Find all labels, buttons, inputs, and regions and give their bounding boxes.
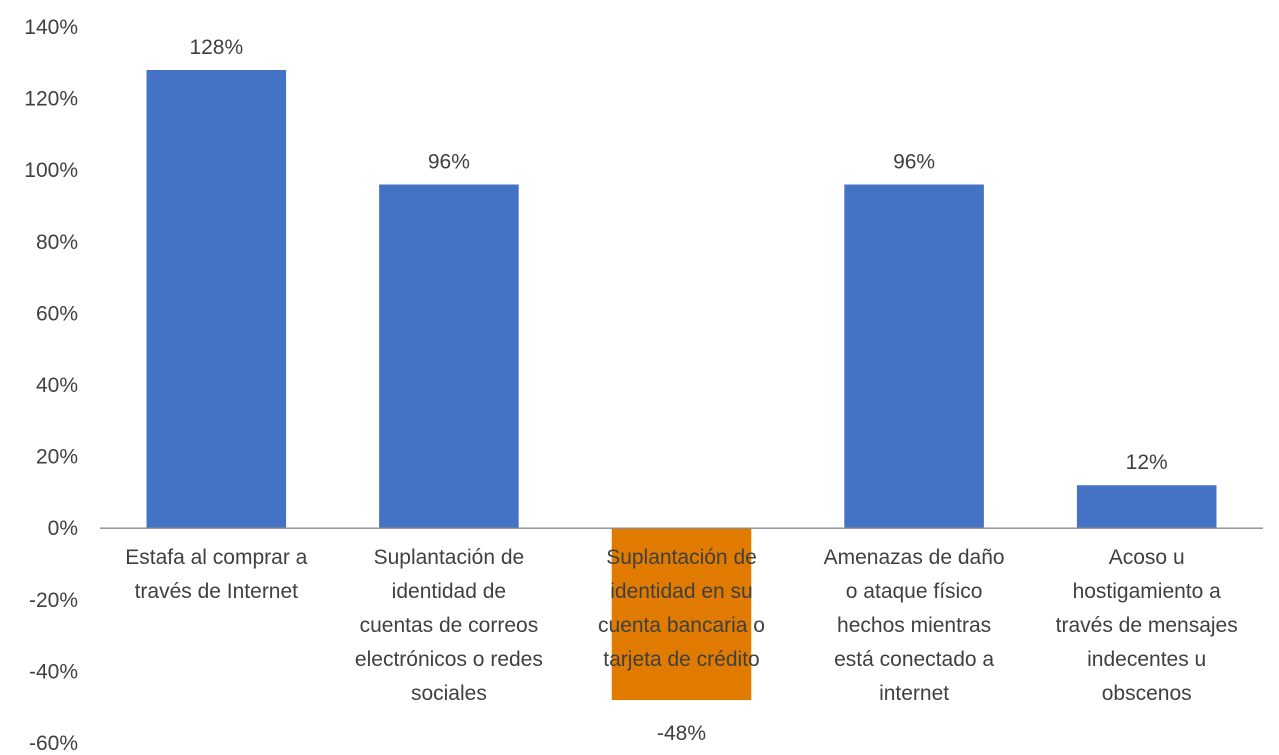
y-tick-label: 100% (24, 159, 78, 182)
category-label-line: través de Internet (135, 580, 299, 603)
category-label-line: internet (879, 682, 949, 705)
category-label-line: obscenos (1102, 682, 1192, 705)
category-label-line: Amenazas de daño (824, 546, 1005, 569)
y-tick-label: 120% (24, 88, 78, 111)
category-label-line: o ataque físico (846, 580, 983, 603)
category-label-line: sociales (411, 682, 487, 705)
category-label-line: electrónicos o redes (355, 648, 543, 671)
category-labels: Estafa al comprar a través de Internet Sup… (125, 546, 1237, 705)
category-label-4: Amenazas de daño o ataque físico hechos mi… (824, 546, 1005, 705)
bar-1 (146, 69, 287, 529)
category-label-2: Suplantación de identidad de cuentas de co… (355, 546, 543, 705)
y-tick-label: 20% (36, 446, 78, 469)
category-label-line: identidad de (392, 580, 506, 603)
bar-2 (379, 184, 519, 529)
y-tick-label: 80% (36, 231, 78, 254)
y-tick-label: 40% (36, 374, 78, 397)
category-label-line: está conectado a (834, 648, 994, 671)
category-label-line: tarjeta de crédito (603, 648, 759, 671)
category-label-1: Estafa al comprar a través de Internet (125, 546, 307, 603)
y-tick-label: 140% (24, 16, 78, 39)
data-label-4: 96% (893, 151, 935, 174)
y-axis: 140% 120% 100% 80% 60% 40% 20% 0% -20% -40% -60% (24, 16, 78, 755)
data-label-3: -48% (657, 722, 706, 745)
category-label-line: Acoso u (1109, 546, 1185, 569)
category-label-line: través de mensajes (1056, 614, 1238, 637)
bars (146, 69, 1217, 701)
data-label-5: 12% (1126, 451, 1168, 474)
y-tick-label: -40% (29, 660, 78, 683)
category-label-line: cuentas de correos (360, 614, 539, 637)
category-label-3: Suplantación de identidad en su cuenta ban… (598, 546, 765, 671)
y-tick-label: 0% (48, 517, 78, 540)
category-label-line: Suplantación de (374, 546, 525, 569)
data-labels: 128% 96% -48% 96% 12% (189, 36, 1167, 745)
category-label-5: Acoso u hostigamiento a través de mensajes… (1056, 546, 1238, 705)
category-label-line: hechos mientras (837, 614, 991, 637)
data-label-1: 128% (189, 36, 243, 59)
y-tick-label: -20% (29, 589, 78, 612)
y-tick-label: -60% (29, 732, 78, 755)
bar-5 (1076, 485, 1217, 529)
bar-3 (611, 528, 752, 701)
category-label-line: Estafa al comprar a (125, 546, 307, 569)
bar-4 (844, 184, 984, 529)
category-label-line: cuenta bancaria o (598, 614, 765, 637)
category-label-line: hostigamiento a (1073, 580, 1222, 603)
category-label-line: indecentes u (1087, 648, 1206, 671)
data-label-2: 96% (428, 151, 470, 174)
category-label-line: Suplantación de (606, 546, 757, 569)
y-tick-label: 60% (36, 302, 78, 325)
category-label-line: identidad en su (610, 580, 752, 603)
